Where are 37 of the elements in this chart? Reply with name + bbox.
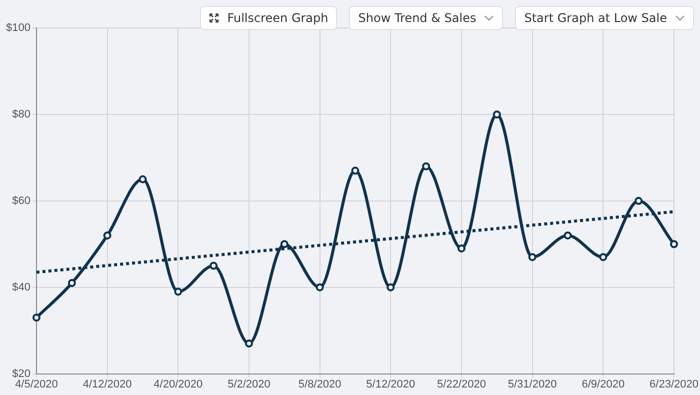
x-tick-label: 4/12/2020 — [82, 378, 132, 390]
y-tick-label: $80 — [12, 108, 30, 120]
x-tick-label: 4/5/2020 — [15, 378, 58, 390]
text: Fullscreen Graph — [227, 11, 328, 25]
point — [670, 240, 678, 248]
point — [316, 283, 324, 292]
x-tick-label: 5/12/2020 — [366, 378, 416, 390]
point — [174, 288, 182, 296]
text: Show Trend & Sales — [358, 11, 476, 25]
x-tick-label: 5/31/2020 — [508, 378, 557, 390]
point — [528, 253, 536, 262]
x-tick-label: 5/22/2020 — [437, 378, 486, 390]
x-tick-label: 5/2/2020 — [228, 378, 270, 390]
point — [103, 231, 112, 240]
x-tick-label: 6/23/2020 — [650, 378, 698, 390]
point — [492, 110, 501, 118]
x-tick-label: 6/9/2020 — [582, 378, 625, 390]
point — [32, 314, 40, 322]
point — [68, 279, 76, 288]
point — [138, 175, 147, 184]
y-tick-label: $40 — [12, 281, 30, 294]
point — [599, 253, 608, 262]
point — [564, 231, 572, 240]
point — [457, 244, 466, 252]
point — [351, 166, 360, 175]
point — [422, 162, 430, 170]
y-tick-label: $60 — [12, 194, 30, 207]
point — [634, 196, 643, 205]
point — [210, 262, 218, 270]
text: Start Graph at Low Sale — [524, 11, 667, 25]
y-tick-label: $20 — [12, 368, 30, 380]
y-tick-label: $100 — [6, 22, 30, 34]
point — [386, 283, 395, 292]
point — [244, 340, 253, 348]
point — [280, 240, 288, 248]
x-tick-label: 4/20/2020 — [154, 378, 203, 390]
x-tick-label: 5/8/2020 — [298, 378, 342, 390]
